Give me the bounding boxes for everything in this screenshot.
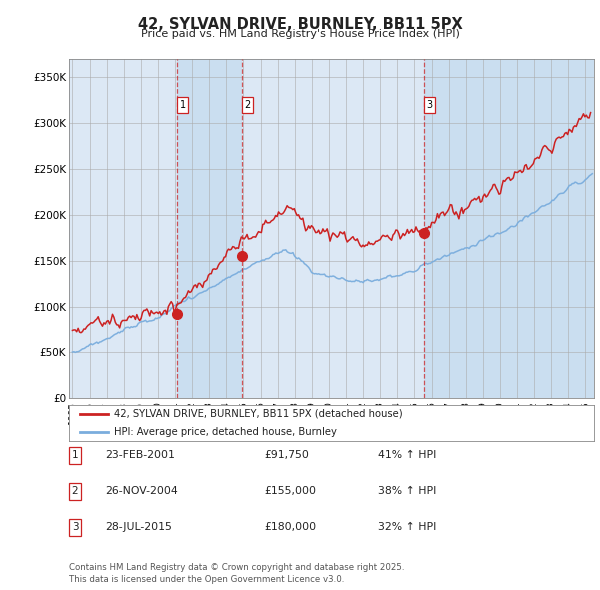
Text: 41% ↑ HPI: 41% ↑ HPI bbox=[378, 451, 436, 460]
Text: This data is licensed under the Open Government Licence v3.0.: This data is licensed under the Open Gov… bbox=[69, 575, 344, 584]
Text: 28-JUL-2015: 28-JUL-2015 bbox=[105, 523, 172, 532]
Text: £155,000: £155,000 bbox=[264, 487, 316, 496]
Text: £91,750: £91,750 bbox=[264, 451, 309, 460]
Text: £180,000: £180,000 bbox=[264, 523, 316, 532]
Bar bbox=[424, 59, 594, 398]
Text: 23-FEB-2001: 23-FEB-2001 bbox=[105, 451, 175, 460]
Text: 26-NOV-2004: 26-NOV-2004 bbox=[105, 487, 178, 496]
Text: 42, SYLVAN DRIVE, BURNLEY, BB11 5PX (detached house): 42, SYLVAN DRIVE, BURNLEY, BB11 5PX (det… bbox=[113, 409, 402, 419]
Text: 3: 3 bbox=[427, 100, 433, 110]
Text: Contains HM Land Registry data © Crown copyright and database right 2025.: Contains HM Land Registry data © Crown c… bbox=[69, 563, 404, 572]
Bar bbox=[177, 59, 242, 398]
Text: 2: 2 bbox=[71, 487, 79, 496]
Text: 38% ↑ HPI: 38% ↑ HPI bbox=[378, 487, 436, 496]
Text: 1: 1 bbox=[71, 451, 79, 460]
Text: 42, SYLVAN DRIVE, BURNLEY, BB11 5PX: 42, SYLVAN DRIVE, BURNLEY, BB11 5PX bbox=[137, 17, 463, 31]
Text: 2: 2 bbox=[244, 100, 251, 110]
Text: Price paid vs. HM Land Registry's House Price Index (HPI): Price paid vs. HM Land Registry's House … bbox=[140, 29, 460, 39]
Text: HPI: Average price, detached house, Burnley: HPI: Average price, detached house, Burn… bbox=[113, 427, 337, 437]
Text: 32% ↑ HPI: 32% ↑ HPI bbox=[378, 523, 436, 532]
Text: 3: 3 bbox=[71, 523, 79, 532]
Text: 1: 1 bbox=[179, 100, 186, 110]
